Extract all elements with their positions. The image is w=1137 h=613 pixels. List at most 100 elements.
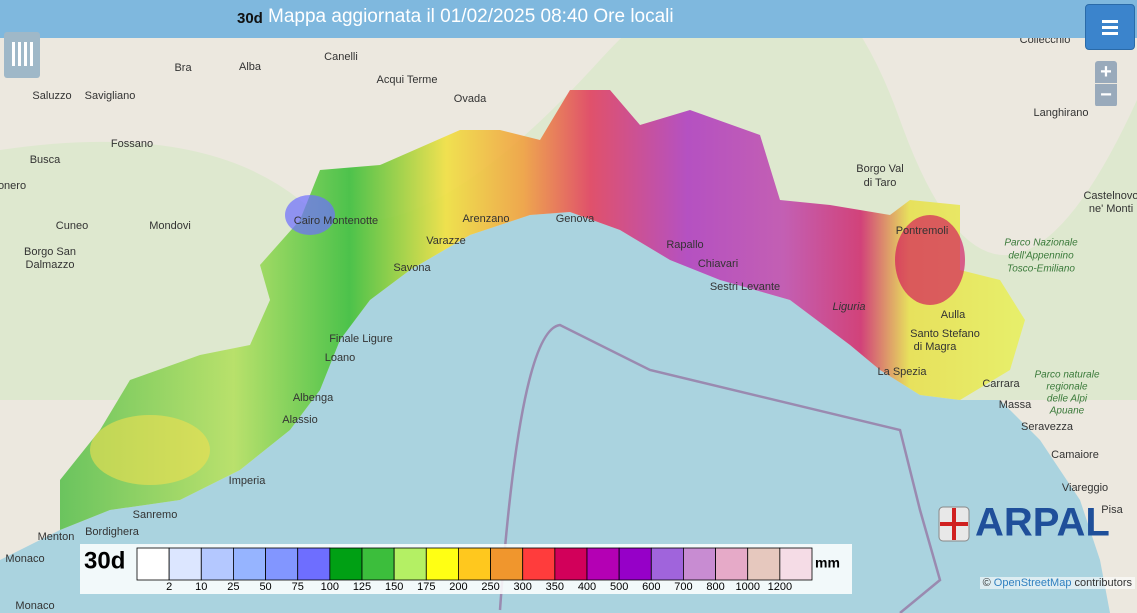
logo-text: ARPAL [975,501,1110,545]
legend-label: 2 [166,581,172,593]
legend-label: 250 [481,581,499,593]
arpal-logo: ARPAL [938,501,1110,545]
legend-swatch [168,547,202,581]
place-label: Pisa [1101,504,1123,516]
attribution: © OpenStreetMap contributors [979,577,1135,589]
place-label: Seravezza [1021,421,1074,433]
legend-label: 700 [674,581,692,593]
place-label: Arenzano [462,213,509,225]
legend-label: 175 [417,581,435,593]
period: 30d [237,10,263,27]
legend-swatch [233,547,266,581]
park-label: regionale [1046,382,1088,393]
place-label: Varazze [426,235,466,247]
place-label: Alba [239,61,262,73]
legend-swatch [136,547,170,581]
place-label: Chiavari [698,258,738,270]
layer-toggle[interactable] [4,32,40,78]
place-label: onero [0,180,26,192]
park-label: Apuane [1049,406,1085,417]
legend-swatch [747,547,781,581]
place-label: Imperia [229,475,267,487]
legend-swatch [329,547,363,581]
place-label: Genova [556,213,595,225]
zoom-in[interactable]: + [1095,61,1117,83]
legend-swatch [586,547,620,581]
legend: 30d mm 2 10 25 50 75 100 125 150 175 200 250 300 350… [80,544,852,594]
legend-swatch [715,547,749,581]
legend-swatch [618,547,652,581]
zoom-out[interactable]: − [1095,84,1117,106]
legend-label: 500 [610,581,628,593]
place-label: Borgo Val [856,163,904,175]
menu-button[interactable] [1085,4,1135,50]
legend-swatch [265,547,299,581]
legend-label: 125 [353,581,371,593]
place-label: La Spezia [878,366,928,378]
place-label: Cairo Montenotte [294,215,378,227]
place-label: ne' Monti [1089,203,1133,215]
park-label: delle Alpi [1047,394,1088,405]
legend-swatch [650,547,684,581]
legend-swatch [393,547,427,581]
place-label: Albenga [293,392,334,404]
legend-label: 600 [642,581,660,593]
place-label: Monaco [15,600,54,612]
park-label: Parco naturale [1034,370,1099,381]
park-label: dell'Appennino [1008,251,1074,262]
place-labels: Canelli Alba Bra Acqui Terme Ovada Saluzzo Sav… [0,34,1137,612]
legend-swatch [490,547,524,581]
sea [0,212,1110,613]
legend-label: 50 [259,581,271,593]
place-label: Bordighera [85,526,140,538]
place-label: Camaiore [1051,449,1099,461]
place-label: di Taro [864,177,897,189]
place-label: Massa [999,399,1032,411]
legend-swatch [200,547,234,581]
place-label: Monaco [5,553,44,565]
legend-swatch [361,547,395,581]
logo-cross [940,508,968,540]
place-label: Langhirano [1033,107,1088,119]
legend-label: 350 [546,581,564,593]
header: 30d Mappa aggiornata il 01/02/2025 08:40… [0,0,1137,38]
rain-patch [285,195,335,235]
place-label: Borgo San [24,246,76,258]
legend-label: 100 [321,581,339,593]
border-line [498,323,942,613]
legend-period: 30d [84,547,125,574]
rain-patch [895,215,965,305]
place-label: Alassio [282,414,317,426]
legend-label: 75 [292,581,304,593]
place-label: di Magra [914,341,958,353]
legend-swatch [554,547,588,581]
place-label: Canelli [324,51,358,63]
rain-patch [90,415,210,485]
rain-field [60,90,1025,530]
place-label: Aulla [941,309,966,321]
legend-swatch [425,547,459,581]
legend-swatch [683,547,716,581]
legend-unit: mm [815,555,840,571]
legend-label: 25 [227,581,239,593]
place-label: Bra [174,62,192,74]
place-label: Santo Stefano [910,328,980,340]
attr-link[interactable]: OpenStreetMap [993,577,1072,589]
legend-label: 10 [195,581,207,593]
legend-label: 150 [385,581,403,593]
place-label: Dalmazzo [26,259,75,271]
place-label: Carrara [982,378,1020,390]
legend-label: 200 [449,581,467,593]
legend-label: 1000 [735,581,759,593]
park-label: Parco Nazionale [1004,238,1078,249]
legend-swatch [779,547,813,581]
place-label: Castelnovo [1083,190,1137,202]
place-label: Acqui Terme [377,74,438,86]
place-label: Sestri Levante [710,281,780,293]
place-label: Saluzzo [32,90,71,102]
legend-label: 400 [578,581,596,593]
attr-suffix: contributors [1074,577,1132,589]
place-label: Rapallo [666,239,703,251]
